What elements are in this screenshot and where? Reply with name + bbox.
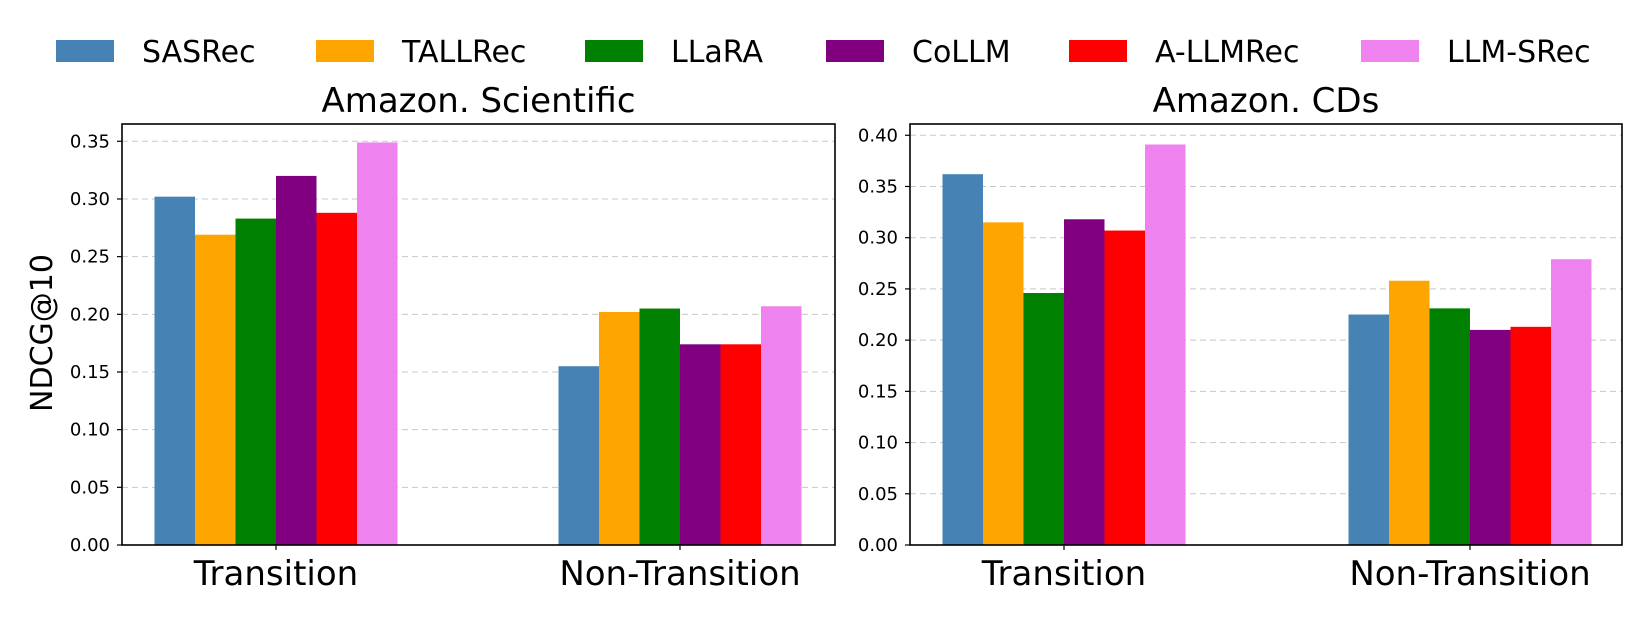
legend-swatch-llm-srec [1361,40,1419,62]
legend-label-collm: CoLLM [912,35,1011,70]
y-tick-label: 0.05 [70,477,110,498]
bar-amazon-cds-transition-llm-srec [1145,144,1186,545]
bar-amazon-cds-non-transition-collm [1470,329,1511,545]
legend-label-a-llmrec: A-LLMRec [1155,35,1299,70]
x-tick-label-non-transition: Non-Transition [1349,554,1590,594]
panel-amazon-cds: Transition Non-Transition 0.00 0.05 0.10 0.15… [858,81,1623,594]
legend-label-llm-srec: LLM-SRec [1447,35,1591,70]
legend: SASRec TALLRec LLaRA CoLLM A-LLMRec LLM-SRec [56,35,1591,70]
bar-amazon-scientific-non-transition-collm [680,344,721,545]
y-tick-label: 0.35 [858,176,898,197]
bar-amazon-cds-non-transition-a-llmrec [1510,326,1551,545]
y-tick-label: 0.30 [70,189,110,210]
y-tick-label: 0.30 [858,228,898,249]
y-tick-label: 0.05 [858,484,898,505]
y-tick-label: 0.20 [70,304,110,325]
y-tick-label: 0.15 [70,362,110,383]
y-tick-label: 0.10 [70,420,110,441]
bar-amazon-cds-non-transition-llara [1429,308,1470,545]
y-tick-label: 0.40 [858,125,898,146]
bar-amazon-scientific-transition-tallrec [195,234,236,545]
bar-amazon-scientific-non-transition-sasrec [558,366,599,545]
bar-amazon-cds-transition-a-llmrec [1104,230,1145,546]
bar-amazon-scientific-transition-a-llmrec [316,212,357,545]
y-tick-label: 0.35 [70,131,110,152]
legend-swatch-sasrec [56,40,114,62]
bar-amazon-cds-non-transition-tallrec [1389,280,1430,545]
panel-title-amazon-cds: Amazon. CDs [1153,81,1380,121]
y-tick-label: 0.00 [858,535,898,556]
bar-amazon-cds-transition-tallrec [983,222,1024,546]
legend-swatch-tallrec [316,40,374,62]
panel-title-amazon-scientific: Amazon. Scientific [321,81,635,121]
legend-label-sasrec: SASRec [142,35,256,70]
plot-frame [121,123,836,546]
y-tick-label: 0.10 [858,433,898,454]
bar-amazon-cds-transition-llara [1023,293,1064,545]
x-tick-label-transition: Transition [981,554,1146,594]
bar-amazon-scientific-transition-llara [235,218,276,546]
plot-frame [909,123,1623,546]
bar-amazon-cds-non-transition-llm-srec [1551,259,1592,545]
legend-swatch-a-llmrec [1069,40,1127,62]
x-tick-label-non-transition: Non-Transition [559,554,800,594]
panel-amazon-scientific: Transition Non-Transition 0.00 0.05 0.10 0.15… [70,81,836,594]
y-tick-label: 0.25 [858,279,898,300]
bar-amazon-cds-transition-collm [1064,219,1105,546]
y-axis-label: NDCG@10 [25,254,60,412]
bar-amazon-scientific-non-transition-llm-srec [761,306,802,545]
bar-amazon-scientific-non-transition-a-llmrec [720,344,761,545]
y-tick-label: 0.25 [70,247,110,268]
bar-amazon-scientific-transition-llm-srec [357,142,398,546]
y-tick-label: 0.15 [858,381,898,402]
bar-amazon-scientific-non-transition-llara [639,308,680,545]
x-tick-label-transition: Transition [193,554,358,594]
bar-amazon-scientific-transition-sasrec [154,196,195,545]
bar-amazon-cds-non-transition-sasrec [1348,314,1389,545]
y-tick-label: 0.20 [858,330,898,351]
legend-swatch-llara [585,40,643,62]
y-tick-label: 0.00 [70,535,110,556]
legend-swatch-collm [826,40,884,62]
legend-label-tallrec: TALLRec [401,35,526,70]
bar-amazon-scientific-non-transition-tallrec [599,312,640,545]
legend-label-llara: LLaRA [671,35,763,70]
bar-amazon-scientific-transition-collm [276,175,317,545]
bar-amazon-cds-transition-sasrec [942,174,983,546]
